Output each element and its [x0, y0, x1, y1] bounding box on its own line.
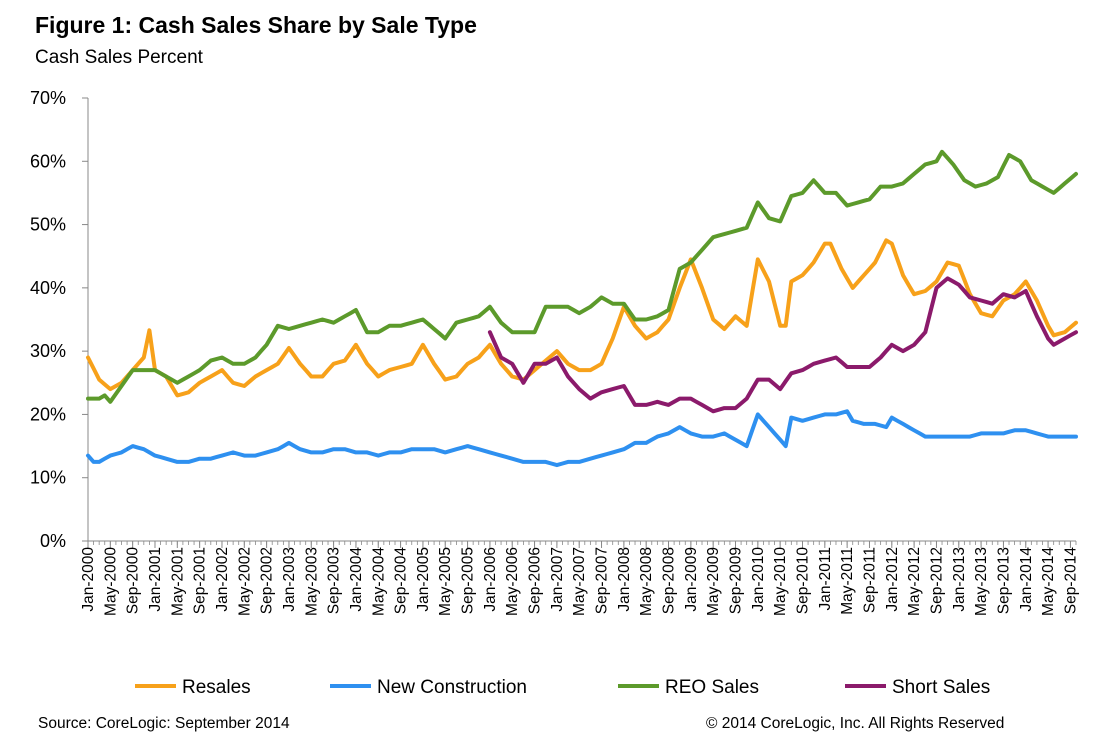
x-tick-label: Jan-2000	[80, 547, 97, 612]
legend-label-resales: Resales	[182, 677, 251, 698]
series-line-resales	[86, 238, 1078, 398]
x-tick-label: May-2012	[906, 547, 923, 616]
x-tick-label: May-2008	[638, 547, 655, 616]
y-tick-label: 50%	[30, 215, 66, 235]
x-tick-label: Jan-2001	[147, 547, 164, 612]
x-tick-label: Jan-2013	[951, 547, 968, 612]
x-tick-label: May-2004	[370, 547, 387, 616]
series-line-new-construction	[86, 409, 1078, 468]
x-tick-label: Sep-2014	[1062, 547, 1079, 615]
y-tick-label: 40%	[30, 278, 66, 298]
legend-label-new-construction: New Construction	[377, 677, 527, 698]
plot-area	[86, 149, 1078, 468]
x-tick-label: May-2011	[839, 547, 856, 615]
x-tick-label: May-2005	[437, 547, 454, 616]
x-tick-label: May-2007	[571, 547, 588, 616]
series-line-reo-sales	[86, 149, 1078, 404]
x-tick-label: May-2010	[772, 547, 789, 616]
chart-title: Figure 1: Cash Sales Share by Sale Type	[35, 12, 477, 38]
y-tick-label: 30%	[30, 341, 66, 361]
legend: Resales New Construction REO Sales Short Sa…	[135, 677, 990, 698]
copyright-note: © 2014 CoreLogic, Inc. All Rights Reserv…	[706, 715, 1005, 732]
x-tick-label: Jan-2014	[1018, 547, 1035, 612]
x-tick-label: Jan-2007	[549, 547, 566, 612]
x-tick-label: Jan-2004	[348, 547, 365, 612]
x-tick-label: May-2013	[973, 547, 990, 616]
y-tick-label: 60%	[30, 151, 66, 171]
x-tick-label: May-2003	[303, 547, 320, 616]
x-tick-label: Jan-2008	[616, 547, 633, 612]
x-tick-label: Jan-2002	[214, 547, 231, 612]
y-tick-label: 70%	[30, 88, 66, 108]
x-tick-label: Jan-2010	[750, 547, 767, 612]
x-tick-label: May-2014	[1040, 547, 1057, 616]
x-tick-label: Sep-2008	[661, 547, 678, 614]
x-tick-label: Sep-2012	[928, 547, 945, 614]
x-tick-label: Sep-2005	[460, 547, 477, 614]
x-tick-label: Sep-2007	[594, 547, 611, 614]
x-tick-label: Sep-2001	[192, 547, 209, 614]
x-tick-label: Sep-2010	[794, 547, 811, 615]
x-tick-label: May-2001	[169, 547, 186, 616]
x-tick-label: Sep-2000	[125, 547, 142, 615]
x-tick-label: Sep-2002	[259, 547, 276, 614]
x-tick-label: Jan-2011	[817, 547, 834, 610]
series-line-short-sales	[487, 276, 1078, 414]
x-tick-label: May-2006	[504, 547, 521, 616]
x-tick-label: Jan-2012	[884, 547, 901, 612]
x-tick-label: May-2002	[236, 547, 253, 616]
x-tick-label: Jan-2003	[281, 547, 298, 612]
x-tick-label: Sep-2009	[728, 547, 745, 614]
x-tick-label: May-2009	[705, 547, 722, 616]
y-axis: 0% 10% 20% 30% 40% 50% 60% 70%	[30, 88, 89, 551]
y-tick-label: 0%	[40, 531, 66, 551]
x-tick-label: Sep-2013	[995, 547, 1012, 614]
y-tick-label: 10%	[30, 468, 66, 488]
x-tick-label: Sep-2006	[527, 547, 544, 614]
x-tick-label: Sep-2004	[393, 547, 410, 615]
legend-label-short-sales: Short Sales	[892, 677, 990, 698]
y-tick-label: 20%	[30, 404, 66, 424]
x-tick-label: Sep-2003	[326, 547, 343, 614]
x-axis: Jan-2000 May-2000 Sep-2000 Jan-2001 May-2001…	[80, 540, 1079, 616]
x-tick-label: Jan-2009	[683, 547, 700, 612]
chart-subtitle: Cash Sales Percent	[35, 47, 203, 68]
legend-label-reo-sales: REO Sales	[665, 677, 759, 698]
x-tick-label: May-2000	[102, 547, 119, 616]
source-note: Source: CoreLogic: September 2014	[38, 715, 290, 732]
x-tick-label: Jan-2005	[415, 547, 432, 612]
x-tick-label: Jan-2006	[482, 547, 499, 612]
x-tick-label: Sep-2011	[861, 547, 878, 613]
